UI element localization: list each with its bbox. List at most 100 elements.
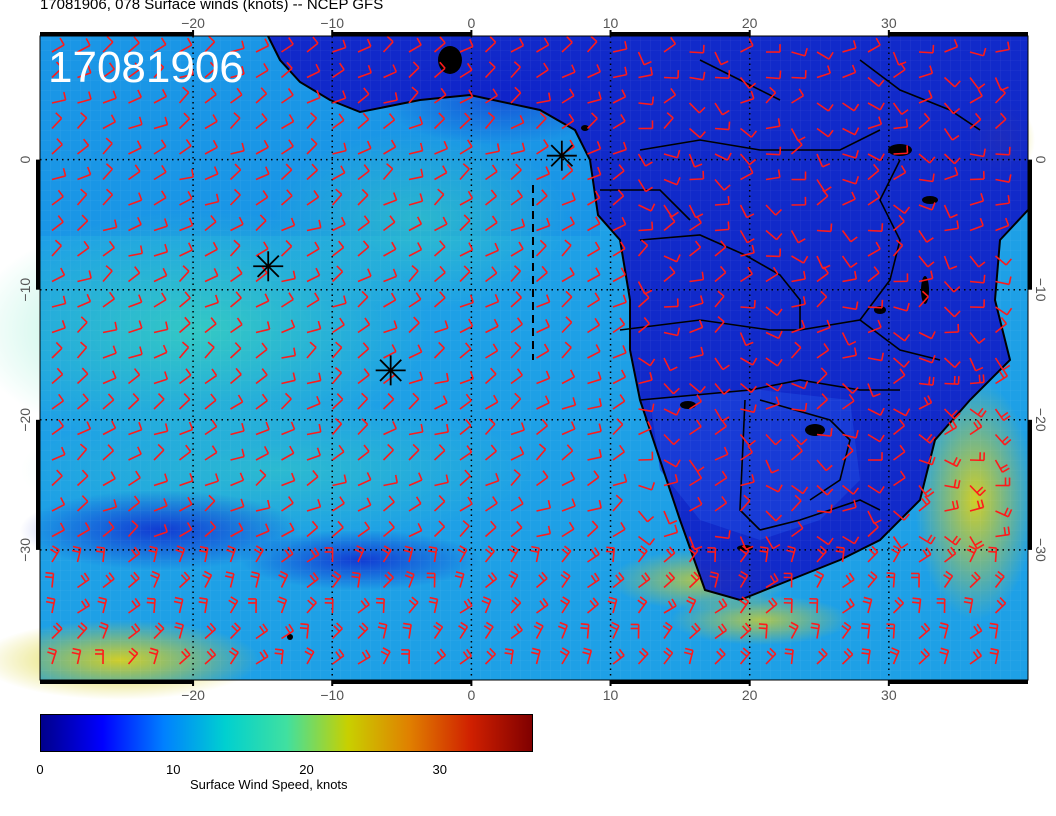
wind-barb bbox=[178, 316, 191, 334]
wind-barb bbox=[76, 443, 88, 461]
wind-barb bbox=[841, 332, 857, 346]
wind-barb bbox=[995, 195, 1011, 206]
wind-barb bbox=[791, 47, 808, 57]
wind-barb bbox=[714, 195, 730, 206]
wind-barb bbox=[969, 193, 985, 206]
wind-barb bbox=[714, 221, 730, 232]
wind-barb bbox=[561, 163, 574, 181]
wind-barb bbox=[306, 520, 319, 538]
wind-barb bbox=[459, 496, 473, 512]
wind-barb bbox=[71, 545, 82, 563]
wind-barb bbox=[128, 446, 142, 461]
wind-barb bbox=[791, 484, 809, 495]
frame-bar-right bbox=[1028, 419, 1032, 550]
wind-barb bbox=[76, 112, 88, 130]
wind-barb bbox=[255, 649, 269, 665]
wind-barb bbox=[408, 61, 420, 79]
wind-barb bbox=[739, 230, 755, 244]
wind-barb bbox=[408, 242, 423, 257]
wind-barb bbox=[893, 331, 911, 342]
wind-barb bbox=[102, 420, 117, 436]
wind-barb bbox=[255, 469, 267, 487]
wind-barb bbox=[867, 383, 881, 398]
wind-barb bbox=[638, 357, 656, 367]
wind-barb bbox=[918, 376, 935, 386]
wind-barb bbox=[510, 291, 523, 308]
wind-barb bbox=[943, 153, 961, 165]
wind-barb bbox=[357, 38, 372, 53]
wind-barb bbox=[689, 44, 705, 54]
wind-barb bbox=[357, 164, 370, 181]
wind-barb bbox=[816, 428, 833, 437]
wind-barb bbox=[255, 87, 268, 104]
wind-barb bbox=[612, 89, 627, 104]
wind-barb bbox=[332, 113, 345, 130]
wind-barb bbox=[434, 474, 449, 487]
wind-barb bbox=[382, 520, 395, 538]
colorbar-tick-label: 0 bbox=[36, 762, 44, 777]
wind-barb bbox=[912, 597, 922, 614]
wind-barb bbox=[383, 92, 398, 104]
wind-barb bbox=[841, 255, 858, 269]
wind-barb bbox=[306, 190, 320, 206]
wind-barb bbox=[47, 647, 58, 665]
wind-barb bbox=[274, 648, 284, 665]
wind-barb bbox=[739, 622, 752, 640]
wind-barb bbox=[357, 418, 369, 436]
wind-barb bbox=[612, 216, 627, 232]
wind-barb bbox=[533, 621, 544, 639]
wind-barb bbox=[739, 434, 756, 447]
wind-barb bbox=[504, 648, 514, 665]
wind-barb bbox=[51, 295, 67, 308]
frame-bar-top bbox=[40, 32, 194, 36]
wind-barb bbox=[936, 598, 946, 614]
wind-barb bbox=[612, 473, 628, 487]
wind-barb bbox=[638, 451, 654, 461]
wind-barb bbox=[637, 545, 648, 563]
storm-markers bbox=[253, 140, 577, 386]
wind-barb bbox=[714, 70, 731, 79]
wind-barb bbox=[612, 164, 625, 181]
wind-barb bbox=[816, 153, 831, 168]
wind-barb bbox=[842, 484, 860, 495]
wind-barb bbox=[408, 168, 424, 181]
wind-barb bbox=[204, 419, 218, 436]
wind-barb bbox=[204, 214, 217, 232]
wind-barb bbox=[689, 319, 704, 334]
wind-barb bbox=[765, 382, 783, 392]
wind-barb bbox=[969, 299, 985, 309]
wind-barb bbox=[510, 61, 521, 79]
wind-barb bbox=[457, 545, 468, 563]
lon-tick-bottom bbox=[470, 680, 473, 686]
wind-barb bbox=[153, 498, 168, 512]
wind-barb bbox=[102, 572, 115, 589]
wind-barb bbox=[332, 295, 347, 308]
wind-barb bbox=[587, 317, 601, 334]
wind-barb bbox=[153, 89, 168, 104]
wind-barb bbox=[304, 647, 315, 665]
wind-barb bbox=[281, 472, 296, 487]
wind-barb bbox=[816, 459, 833, 472]
wind-barbs bbox=[45, 35, 1013, 665]
wind-barb bbox=[969, 171, 985, 181]
wind-barb bbox=[484, 189, 498, 206]
map-frame bbox=[39, 35, 1029, 681]
wind-barb bbox=[740, 244, 755, 257]
wind-barb bbox=[918, 455, 936, 466]
wind-barb bbox=[969, 77, 986, 90]
wind-barb bbox=[867, 102, 885, 111]
wind-barb bbox=[45, 571, 55, 588]
wind-barb bbox=[485, 293, 500, 308]
wind-barb bbox=[688, 571, 701, 589]
wind-barb bbox=[790, 433, 808, 446]
wind-barb bbox=[510, 265, 522, 283]
wind-barb bbox=[816, 266, 829, 283]
wind-barb bbox=[408, 216, 423, 232]
wind-barb bbox=[179, 522, 193, 538]
wind-barb bbox=[586, 520, 599, 538]
colorbar-label: Surface Wind Speed, knots bbox=[190, 777, 348, 792]
wind-barb bbox=[969, 217, 984, 232]
wind-barb bbox=[426, 572, 436, 588]
wind-barb bbox=[536, 92, 552, 104]
wind-barb bbox=[816, 484, 834, 496]
